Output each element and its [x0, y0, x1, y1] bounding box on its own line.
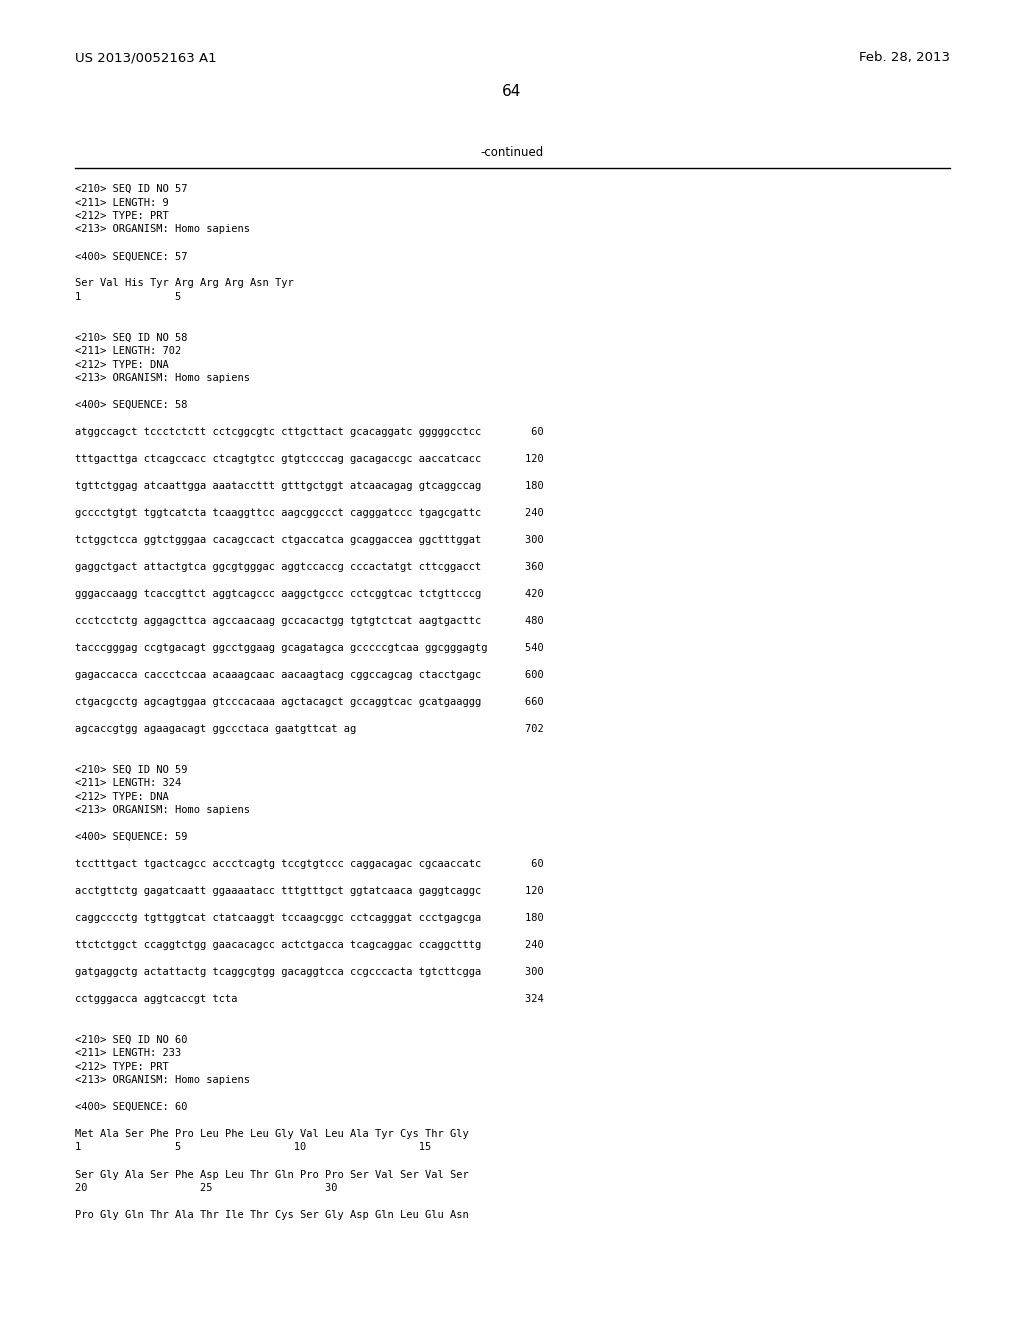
Text: <211> LENGTH: 324: <211> LENGTH: 324 — [75, 777, 181, 788]
Text: gatgaggctg actattactg tcaggcgtgg gacaggtcca ccgcccacta tgtcttcgga       300: gatgaggctg actattactg tcaggcgtgg gacaggt… — [75, 968, 544, 977]
Text: acctgttctg gagatcaatt ggaaaatacc tttgtttgct ggtatcaaca gaggtcaggc       120: acctgttctg gagatcaatt ggaaaatacc tttgttt… — [75, 886, 544, 896]
Text: 1               5                  10                  15: 1 5 10 15 — [75, 1143, 431, 1152]
Text: Feb. 28, 2013: Feb. 28, 2013 — [859, 51, 950, 65]
Text: gaggctgact attactgtca ggcgtgggac aggtccaccg cccactatgt cttcggacct       360: gaggctgact attactgtca ggcgtgggac aggtcca… — [75, 562, 544, 572]
Text: ccctcctctg aggagcttca agccaacaag gccacactgg tgtgtctcat aagtgacttc       480: ccctcctctg aggagcttca agccaacaag gccacac… — [75, 616, 544, 626]
Text: <210> SEQ ID NO 59: <210> SEQ ID NO 59 — [75, 764, 187, 775]
Text: <211> LENGTH: 702: <211> LENGTH: 702 — [75, 346, 181, 356]
Text: tttgacttga ctcagccacc ctcagtgtcc gtgtccccag gacagaccgc aaccatcacc       120: tttgacttga ctcagccacc ctcagtgtcc gtgtccc… — [75, 454, 544, 465]
Text: atggccagct tccctctctt cctcggcgtc cttgcttact gcacaggatc gggggcctcc        60: atggccagct tccctctctt cctcggcgtc cttgctt… — [75, 426, 544, 437]
Text: <400> SEQUENCE: 59: <400> SEQUENCE: 59 — [75, 832, 187, 842]
Text: Met Ala Ser Phe Pro Leu Phe Leu Gly Val Leu Ala Tyr Cys Thr Gly: Met Ala Ser Phe Pro Leu Phe Leu Gly Val … — [75, 1129, 469, 1139]
Text: cctgggacca aggtcaccgt tcta                                              324: cctgggacca aggtcaccgt tcta 324 — [75, 994, 544, 1005]
Text: <213> ORGANISM: Homo sapiens: <213> ORGANISM: Homo sapiens — [75, 224, 250, 235]
Text: <211> LENGTH: 9: <211> LENGTH: 9 — [75, 198, 169, 207]
Text: <400> SEQUENCE: 57: <400> SEQUENCE: 57 — [75, 252, 187, 261]
Text: ttctctggct ccaggtctgg gaacacagcc actctgacca tcagcaggac ccaggctttg       240: ttctctggct ccaggtctgg gaacacagcc actctga… — [75, 940, 544, 950]
Text: tacccgggag ccgtgacagt ggcctggaag gcagatagca gcccccgtcaa ggcgggagtg      540: tacccgggag ccgtgacagt ggcctggaag gcagata… — [75, 643, 544, 653]
Text: 20                  25                  30: 20 25 30 — [75, 1183, 338, 1193]
Text: tctggctcca ggtctgggaa cacagccact ctgaccatca gcaggaccea ggctttggat       300: tctggctcca ggtctgggaa cacagccact ctgacca… — [75, 535, 544, 545]
Text: Pro Gly Gln Thr Ala Thr Ile Thr Cys Ser Gly Asp Gln Leu Glu Asn: Pro Gly Gln Thr Ala Thr Ile Thr Cys Ser … — [75, 1210, 469, 1220]
Text: ctgacgcctg agcagtggaa gtcccacaaa agctacagct gccaggtcac gcatgaaggg       660: ctgacgcctg agcagtggaa gtcccacaaa agctaca… — [75, 697, 544, 708]
Text: gcccctgtgt tggtcatcta tcaaggttcc aagcggccct cagggatccc tgagcgattc       240: gcccctgtgt tggtcatcta tcaaggttcc aagcggc… — [75, 508, 544, 517]
Text: <400> SEQUENCE: 58: <400> SEQUENCE: 58 — [75, 400, 187, 411]
Text: gggaccaagg tcaccgttct aggtcagccc aaggctgccc cctcggtcac tctgttcccg       420: gggaccaagg tcaccgttct aggtcagccc aaggctg… — [75, 589, 544, 599]
Text: <212> TYPE: DNA: <212> TYPE: DNA — [75, 792, 169, 801]
Text: gagaccacca caccctccaa acaaagcaac aacaagtacg cggccagcag ctacctgagc       600: gagaccacca caccctccaa acaaagcaac aacaagt… — [75, 671, 544, 680]
Text: 64: 64 — [503, 84, 521, 99]
Text: <212> TYPE: PRT: <212> TYPE: PRT — [75, 1061, 169, 1072]
Text: <213> ORGANISM: Homo sapiens: <213> ORGANISM: Homo sapiens — [75, 805, 250, 814]
Text: Ser Val His Tyr Arg Arg Arg Asn Tyr: Ser Val His Tyr Arg Arg Arg Asn Tyr — [75, 279, 294, 289]
Text: tgttctggag atcaattgga aaataccttt gtttgctggt atcaacagag gtcaggccag       180: tgttctggag atcaattgga aaataccttt gtttgct… — [75, 480, 544, 491]
Text: US 2013/0052163 A1: US 2013/0052163 A1 — [75, 51, 217, 65]
Text: tcctttgact tgactcagcc accctcagtg tccgtgtccc caggacagac cgcaaccatc        60: tcctttgact tgactcagcc accctcagtg tccgtgt… — [75, 859, 544, 869]
Text: <212> TYPE: DNA: <212> TYPE: DNA — [75, 359, 169, 370]
Text: -continued: -continued — [480, 145, 544, 158]
Text: caggcccctg tgttggtcat ctatcaaggt tccaagcggc cctcagggat ccctgagcga       180: caggcccctg tgttggtcat ctatcaaggt tccaagc… — [75, 913, 544, 923]
Text: <213> ORGANISM: Homo sapiens: <213> ORGANISM: Homo sapiens — [75, 1074, 250, 1085]
Text: Ser Gly Ala Ser Phe Asp Leu Thr Gln Pro Pro Ser Val Ser Val Ser: Ser Gly Ala Ser Phe Asp Leu Thr Gln Pro … — [75, 1170, 469, 1180]
Text: <210> SEQ ID NO 60: <210> SEQ ID NO 60 — [75, 1035, 187, 1044]
Text: <210> SEQ ID NO 57: <210> SEQ ID NO 57 — [75, 183, 187, 194]
Text: <213> ORGANISM: Homo sapiens: <213> ORGANISM: Homo sapiens — [75, 374, 250, 383]
Text: <212> TYPE: PRT: <212> TYPE: PRT — [75, 211, 169, 220]
Text: agcaccgtgg agaagacagt ggccctaca gaatgttcat ag                           702: agcaccgtgg agaagacagt ggccctaca gaatgttc… — [75, 723, 544, 734]
Text: <211> LENGTH: 233: <211> LENGTH: 233 — [75, 1048, 181, 1059]
Text: 1               5: 1 5 — [75, 292, 181, 302]
Text: <210> SEQ ID NO 58: <210> SEQ ID NO 58 — [75, 333, 187, 342]
Text: <400> SEQUENCE: 60: <400> SEQUENCE: 60 — [75, 1102, 187, 1111]
